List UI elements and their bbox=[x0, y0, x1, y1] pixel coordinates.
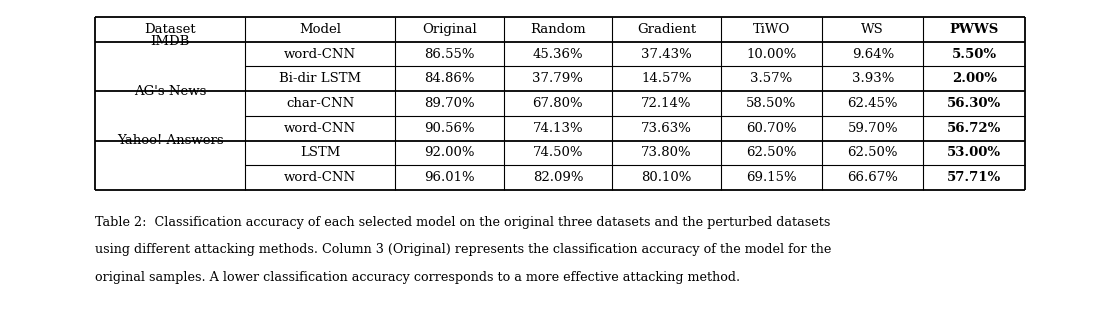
Text: Yahoo! Answers: Yahoo! Answers bbox=[116, 134, 224, 147]
Text: 56.72%: 56.72% bbox=[946, 122, 1001, 135]
Text: 59.70%: 59.70% bbox=[848, 122, 898, 135]
Text: word-CNN: word-CNN bbox=[284, 171, 356, 184]
Text: 84.86%: 84.86% bbox=[424, 72, 475, 85]
Text: 60.70%: 60.70% bbox=[746, 122, 796, 135]
Text: 62.45%: 62.45% bbox=[848, 97, 898, 110]
Text: Random: Random bbox=[530, 23, 586, 36]
Text: 9.64%: 9.64% bbox=[851, 48, 894, 61]
Text: WS: WS bbox=[861, 23, 884, 36]
Text: 10.00%: 10.00% bbox=[746, 48, 796, 61]
Text: 92.00%: 92.00% bbox=[424, 146, 475, 159]
Text: 3.93%: 3.93% bbox=[851, 72, 894, 85]
Text: 37.43%: 37.43% bbox=[641, 48, 692, 61]
Text: LSTM: LSTM bbox=[300, 146, 340, 159]
Text: Gradient: Gradient bbox=[637, 23, 696, 36]
Text: Original: Original bbox=[422, 23, 477, 36]
Text: 90.56%: 90.56% bbox=[424, 122, 475, 135]
Text: 37.79%: 37.79% bbox=[532, 72, 584, 85]
Text: 69.15%: 69.15% bbox=[746, 171, 796, 184]
Text: 53.00%: 53.00% bbox=[948, 146, 1001, 159]
Text: TiWO: TiWO bbox=[753, 23, 790, 36]
Text: 73.63%: 73.63% bbox=[641, 122, 692, 135]
Text: Bi-dir LSTM: Bi-dir LSTM bbox=[279, 72, 361, 85]
Text: 45.36%: 45.36% bbox=[533, 48, 584, 61]
Text: Model: Model bbox=[299, 23, 342, 36]
Text: 96.01%: 96.01% bbox=[424, 171, 475, 184]
Text: 3.57%: 3.57% bbox=[750, 72, 793, 85]
Text: 86.55%: 86.55% bbox=[424, 48, 475, 61]
Text: 58.50%: 58.50% bbox=[746, 97, 796, 110]
Text: 57.71%: 57.71% bbox=[948, 171, 1001, 184]
Text: Dataset: Dataset bbox=[144, 23, 196, 36]
Text: char-CNN: char-CNN bbox=[286, 97, 354, 110]
Text: IMDB: IMDB bbox=[150, 35, 190, 48]
Text: 5.50%: 5.50% bbox=[952, 48, 997, 61]
Text: 89.70%: 89.70% bbox=[424, 97, 475, 110]
Text: 74.13%: 74.13% bbox=[533, 122, 584, 135]
Text: 72.14%: 72.14% bbox=[642, 97, 692, 110]
Text: Table 2:  Classification accuracy of each selected model on the original three d: Table 2: Classification accuracy of each… bbox=[95, 216, 831, 229]
Text: 56.30%: 56.30% bbox=[948, 97, 1001, 110]
Text: 14.57%: 14.57% bbox=[642, 72, 692, 85]
Text: 74.50%: 74.50% bbox=[533, 146, 584, 159]
Text: 62.50%: 62.50% bbox=[848, 146, 898, 159]
Text: 62.50%: 62.50% bbox=[746, 146, 796, 159]
Text: 2.00%: 2.00% bbox=[952, 72, 997, 85]
Text: word-CNN: word-CNN bbox=[284, 48, 356, 61]
Text: 73.80%: 73.80% bbox=[641, 146, 692, 159]
Text: 67.80%: 67.80% bbox=[533, 97, 584, 110]
Text: word-CNN: word-CNN bbox=[284, 122, 356, 135]
Text: original samples. A lower classification accuracy corresponds to a more effectiv: original samples. A lower classification… bbox=[95, 271, 740, 284]
Text: PWWS: PWWS bbox=[950, 23, 999, 36]
Text: AG's News: AG's News bbox=[134, 85, 206, 98]
Text: 82.09%: 82.09% bbox=[533, 171, 584, 184]
Text: using different attacking methods. Column 3 (Original) represents the classifica: using different attacking methods. Colum… bbox=[95, 243, 831, 256]
Text: 80.10%: 80.10% bbox=[642, 171, 692, 184]
Text: 66.67%: 66.67% bbox=[848, 171, 898, 184]
